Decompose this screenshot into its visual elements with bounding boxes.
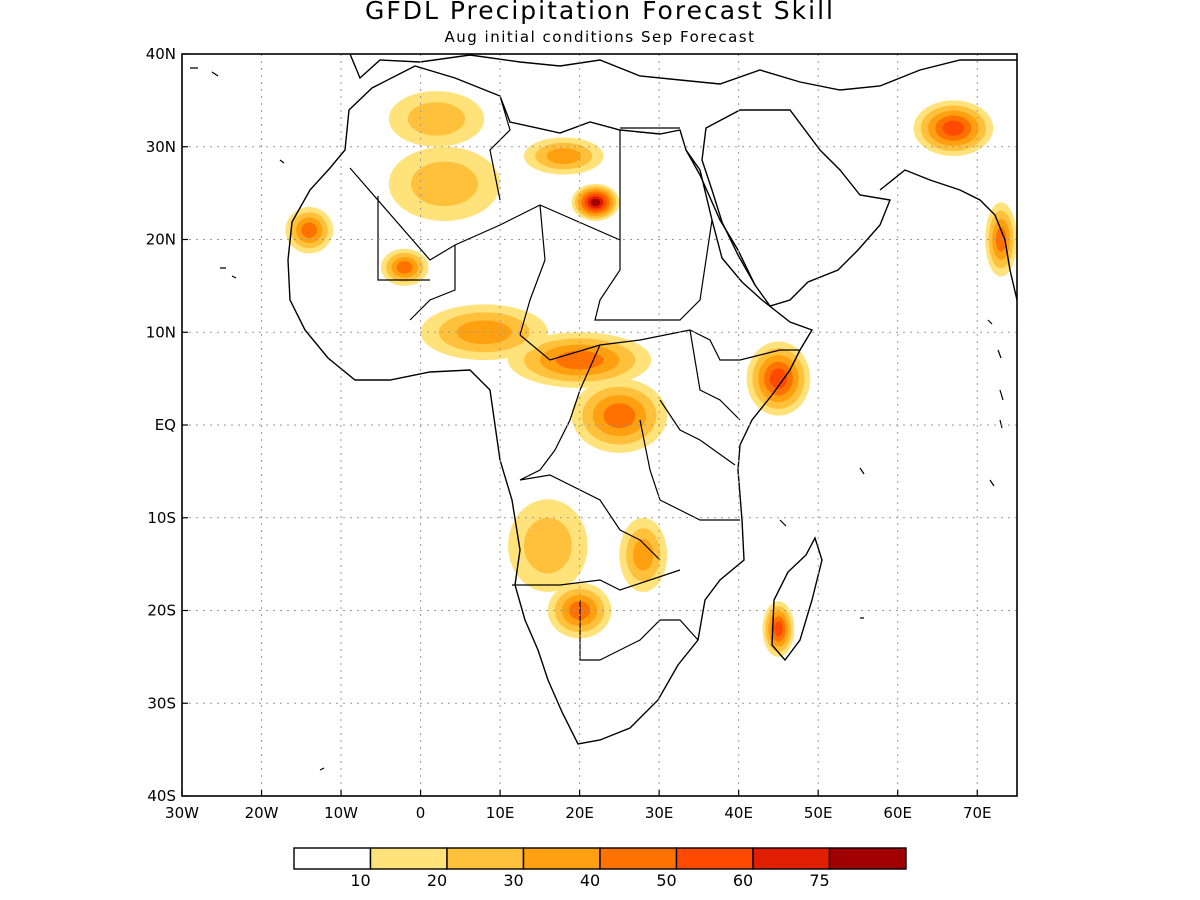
colorbar-swatch-0 [293,847,372,870]
skill-region-10-level-2 [523,517,572,574]
arabia-coastline [701,109,891,307]
map-subtitle: Aug initial conditions Sep Forecast [444,28,756,46]
colorbar-swatch-4 [599,847,678,870]
skill-region-7-level-5 [769,368,788,389]
skill-region-6-level-4 [603,403,636,429]
colorbar-swatch-6 [752,847,831,870]
skill-contours [285,91,1017,657]
longitude-axis: 30W 20W 10W 0 10E 20E 30E 40E 50E 60E 70E [165,790,992,822]
ytick-label-10N: 10N [146,323,176,341]
colorbar-label-30: 30 [503,871,523,890]
ytick-label-30N: 30N [146,138,176,156]
africa-coastline [287,65,814,745]
xtick-label-70E: 70E [963,804,992,822]
map-title: GFDL Precipitation Forecast Skill [364,0,835,25]
xtick-label-20E: 20E [565,804,594,822]
colorbar-label-10: 10 [350,871,370,890]
ytick-label-20N: 20N [146,231,176,249]
xtick-label-30W: 30W [165,804,199,822]
colorbar-swatch-5 [675,847,754,870]
colorbar-swatch-7 [828,847,907,870]
ytick-label-40N: 40N [146,45,176,63]
skill-region-4-level-3 [546,148,581,164]
xtick-label-10W: 10W [324,804,358,822]
colorbar-swatch-2 [446,847,525,870]
xtick-label-30E: 30E [645,804,674,822]
graticule [182,54,1017,796]
skill-region-2-level-2 [411,161,478,207]
ytick-label-10S: 10S [147,509,176,527]
xtick-label-40E: 40E [724,804,753,822]
coastlines-and-borders [190,54,1017,771]
skill-region-1-level-2 [407,102,466,136]
xtick-label-10E: 10E [486,804,515,822]
skill-region-14-level-4 [396,261,413,274]
skill-region-15-level-3 [633,538,654,571]
xtick-label-20W: 20W [245,804,279,822]
skill-region-11-level-5 [774,621,783,637]
ytick-label-20S: 20S [147,602,176,620]
xtick-label-60E: 60E [883,804,912,822]
colorbar-label-20: 20 [427,871,447,890]
red-sea-line [685,149,756,286]
south-asia-coast [879,169,1017,301]
latitude-axis: 40N 30N 20N 10N EQ 10S 20S 30S 40S [146,45,188,805]
colorbar-label-75: 75 [809,871,829,890]
country-borders [349,95,800,661]
colorbar: 10 20 30 40 50 60 75 [293,847,907,890]
xtick-label-0: 0 [416,804,426,822]
ytick-label-40S: 40S [147,787,176,805]
skill-region-12-level-5 [942,120,965,136]
skill-region-3-level-7 [590,198,601,207]
mediterranean-coast [349,54,1017,91]
colorbar-label-40: 40 [580,871,600,890]
ytick-label-30S: 30S [147,694,176,712]
madagascar-coastline [771,536,823,662]
ytick-label-EQ: EQ [155,416,176,434]
colorbar-label-60: 60 [733,871,753,890]
colorbar-label-50: 50 [656,871,676,890]
xtick-label-50E: 50E [804,804,833,822]
islands [190,67,1004,771]
colorbar-swatch-3 [522,847,601,870]
colorbar-swatch-1 [369,847,448,870]
skill-region-0-level-4 [301,222,318,238]
